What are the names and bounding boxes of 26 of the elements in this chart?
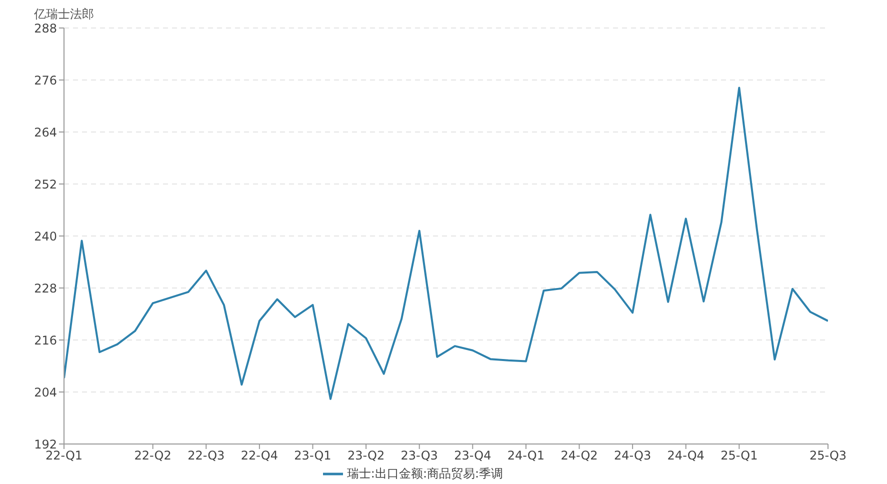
y-tick-label: 192 — [34, 437, 57, 452]
x-tick-label: 25-Q3 — [809, 448, 847, 463]
y-tick-label: 276 — [34, 73, 57, 88]
y-tick-label: 252 — [34, 177, 57, 192]
x-tick-label: 22-Q2 — [134, 448, 172, 463]
x-tick-label: 23-Q4 — [454, 448, 492, 463]
y-tick-label: 240 — [34, 229, 57, 244]
legend-label: 瑞士:出口金额:商品贸易:季调 — [346, 466, 504, 480]
x-tick-label: 22-Q3 — [188, 448, 225, 463]
x-tick-label: 24-Q2 — [560, 448, 598, 463]
x-tick-label: 22-Q4 — [240, 448, 278, 463]
x-tick-label: 23-Q2 — [347, 448, 385, 463]
y-tick-label: 228 — [34, 281, 57, 296]
y-tick-label: 288 — [34, 21, 57, 36]
y-tick-label: 204 — [34, 385, 57, 400]
y-tick-label: 216 — [34, 333, 57, 348]
x-tick-label: 24-Q3 — [614, 448, 652, 463]
x-tick-label: 22-Q1 — [45, 448, 83, 463]
y-tick-label: 264 — [34, 125, 57, 140]
x-tick-label: 23-Q3 — [400, 448, 438, 463]
line-series — [64, 86, 828, 400]
x-tick-label: 24-Q4 — [667, 448, 704, 463]
x-tick-label: 25-Q1 — [720, 448, 758, 463]
y-axis-title: 亿瑞士法郎 — [34, 7, 94, 21]
x-tick-label: 23-Q1 — [294, 448, 332, 463]
x-tick-label: 24-Q1 — [507, 448, 545, 463]
